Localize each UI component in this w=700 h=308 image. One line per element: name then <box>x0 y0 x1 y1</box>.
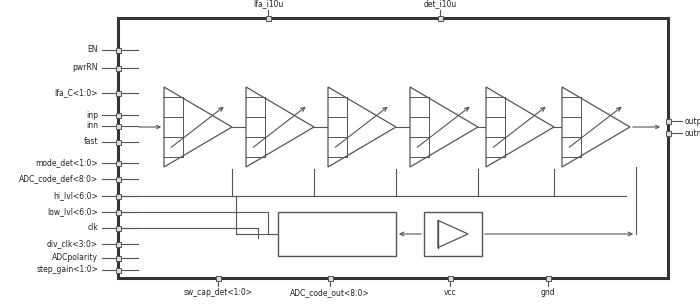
Text: mode_det<1:0>: mode_det<1:0> <box>36 159 98 168</box>
Text: div_clk<3:0>: div_clk<3:0> <box>47 240 98 249</box>
Text: hi_lvl<6:0>: hi_lvl<6:0> <box>53 192 98 201</box>
Bar <box>116 124 120 128</box>
Text: sw_cap_det<1:0>: sw_cap_det<1:0> <box>183 288 253 297</box>
Bar <box>116 225 120 230</box>
Bar <box>666 119 671 124</box>
Text: outn: outn <box>685 128 700 137</box>
Bar <box>116 176 120 181</box>
Bar <box>116 91 120 95</box>
Bar <box>118 18 668 278</box>
Text: step_gain<1:0>: step_gain<1:0> <box>36 265 98 274</box>
Polygon shape <box>486 87 554 167</box>
Text: EN: EN <box>88 46 98 55</box>
Bar <box>116 112 120 117</box>
Bar <box>328 275 332 281</box>
Bar <box>116 160 120 165</box>
Bar <box>116 256 120 261</box>
Bar <box>116 268 120 273</box>
Text: vcc: vcc <box>444 288 456 297</box>
Text: clk: clk <box>87 224 98 233</box>
Bar <box>216 275 220 281</box>
Bar <box>424 212 482 256</box>
Polygon shape <box>562 87 630 167</box>
Bar <box>116 209 120 214</box>
Bar <box>116 193 120 198</box>
Text: fast: fast <box>83 137 98 147</box>
Bar <box>116 47 120 52</box>
Bar <box>666 131 671 136</box>
Bar <box>447 275 452 281</box>
Bar <box>116 241 120 246</box>
Bar <box>116 66 120 71</box>
Polygon shape <box>328 87 396 167</box>
Text: Ifa_C<1:0>: Ifa_C<1:0> <box>55 88 98 98</box>
Text: det_i10u: det_i10u <box>424 0 456 8</box>
Bar <box>116 140 120 144</box>
Text: gnd: gnd <box>540 288 555 297</box>
Text: ADCpolarity: ADCpolarity <box>52 253 98 262</box>
Bar <box>278 212 396 256</box>
Text: low_lvl<6:0>: low_lvl<6:0> <box>48 208 98 217</box>
Bar <box>265 15 270 21</box>
Bar <box>545 275 550 281</box>
Text: Control logic: Control logic <box>311 229 363 238</box>
Text: inp: inp <box>86 111 98 120</box>
Text: inn: inn <box>86 121 98 131</box>
Polygon shape <box>164 87 232 167</box>
Text: ADC_code_out<8:0>: ADC_code_out<8:0> <box>290 288 370 297</box>
Text: lfa_i10u: lfa_i10u <box>253 0 284 8</box>
Text: outp: outp <box>685 116 700 125</box>
Polygon shape <box>246 87 314 167</box>
Bar <box>438 15 442 21</box>
Polygon shape <box>410 87 478 167</box>
Text: ADC_code_def<8:0>: ADC_code_def<8:0> <box>19 175 98 184</box>
Text: pwrRN: pwrRN <box>73 63 98 72</box>
